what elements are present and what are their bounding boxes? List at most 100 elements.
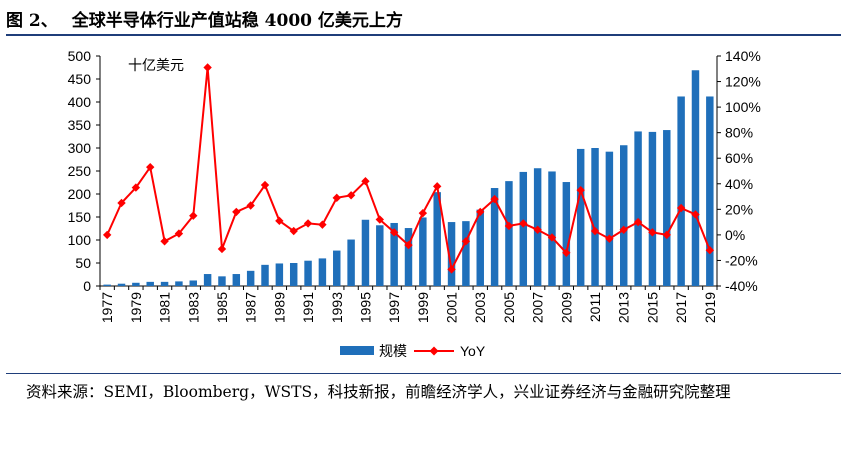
yoy-point <box>676 203 686 213</box>
yoy-point <box>648 228 657 237</box>
yoy-point <box>361 177 370 186</box>
yoy-point <box>562 248 571 257</box>
right-tick-label: 60% <box>725 150 753 166</box>
yoy-point <box>432 182 442 191</box>
yoy-point <box>232 207 241 217</box>
axes: 0 50 100 150 200 250 300 350 400 450 500 -40% -20% 0%… <box>68 48 761 323</box>
bar <box>203 274 212 286</box>
bar <box>605 151 614 286</box>
x-tick-label: 1991 <box>300 292 316 323</box>
legend: 规模 YoY <box>340 343 486 359</box>
bar <box>275 263 284 286</box>
legend-label-line: YoY <box>460 343 486 359</box>
right-tick-label: 100% <box>725 99 761 115</box>
right-tick-label: 80% <box>725 125 753 141</box>
x-tick-label: 2007 <box>530 292 546 323</box>
bottom-rule <box>6 373 841 374</box>
x-tick-label: 1985 <box>214 292 230 323</box>
x-tick-label: 2015 <box>644 292 660 323</box>
bar <box>103 284 111 286</box>
yoy-point <box>174 229 184 238</box>
bar <box>175 281 183 286</box>
left-tick-label: 0 <box>83 278 91 294</box>
bar <box>519 171 528 286</box>
x-tick-label: 2017 <box>673 292 689 323</box>
x-tick-label: 1999 <box>415 292 431 323</box>
bar <box>576 148 585 286</box>
bar <box>505 181 513 286</box>
yoy-point <box>519 219 528 228</box>
yoy-point <box>160 237 169 246</box>
figure-label: 图 2、 <box>6 10 58 31</box>
bar <box>376 225 384 286</box>
right-tick-label: 40% <box>725 176 753 192</box>
bar <box>548 171 556 286</box>
bar <box>462 221 470 286</box>
legend-marker-line <box>429 346 439 356</box>
line-series <box>102 63 715 274</box>
bar <box>562 182 571 286</box>
x-tick-label: 2003 <box>472 292 488 323</box>
left-tick-label: 450 <box>68 71 92 87</box>
chart: 0 50 100 150 200 250 300 350 400 450 500 -40% -20% 0%… <box>68 48 761 359</box>
bar <box>476 209 484 286</box>
bar <box>591 148 599 286</box>
yoy-point <box>275 216 284 226</box>
bar <box>648 131 657 286</box>
x-tick-label: 1977 <box>99 292 115 323</box>
bar <box>663 130 671 286</box>
right-tick-label: 120% <box>725 74 761 90</box>
yoy-point <box>418 208 428 218</box>
yoy-point <box>102 230 112 240</box>
yoy-point <box>117 198 126 208</box>
figure-title-text: 全球半导体行业产值站稳 4000 亿美元上方 <box>71 10 403 31</box>
left-tick-label: 100 <box>68 232 92 248</box>
left-tick-label: 50 <box>75 255 91 271</box>
left-tick-label: 300 <box>68 140 92 156</box>
yoy-point <box>490 194 499 204</box>
left-tick-label: 250 <box>68 163 92 179</box>
figure-title: 图 2、 全球半导体行业产值站稳 4000 亿美元上方 <box>6 4 841 32</box>
left-tick-label: 150 <box>68 209 92 225</box>
x-tick-label: 1983 <box>185 292 201 323</box>
bar <box>447 222 456 286</box>
yoy-point <box>404 240 413 250</box>
bar <box>160 281 169 286</box>
x-tick-label: 1989 <box>271 292 287 323</box>
yoy-point <box>217 244 227 254</box>
bar <box>361 219 370 286</box>
bar <box>132 282 140 286</box>
x-tick-label: 2013 <box>616 292 632 323</box>
yoy-point <box>576 185 585 195</box>
bar <box>620 145 628 286</box>
bar <box>390 222 398 286</box>
yoy-point <box>533 225 542 234</box>
bar <box>677 96 685 286</box>
yoy-point <box>375 215 385 224</box>
x-tick-label: 1981 <box>157 292 173 323</box>
yoy-point <box>203 63 212 72</box>
left-tick-label: 400 <box>68 94 92 110</box>
yoy-point <box>131 183 141 192</box>
yoy-point <box>146 162 155 172</box>
source-note: 资料来源：SEMI，Bloomberg，WSTS，科技新报，前瞻经济学人，兴业证… <box>26 383 731 401</box>
bar <box>189 280 197 286</box>
bar <box>347 239 355 286</box>
x-tick-label: 1987 <box>243 292 259 323</box>
yoy-point <box>289 226 298 236</box>
x-tick-label: 1997 <box>386 292 402 323</box>
x-tick-label: 2011 <box>587 292 603 322</box>
right-tick-label: -20% <box>725 252 758 268</box>
unit-label: 十亿美元 <box>128 57 184 73</box>
bar <box>232 274 241 286</box>
bar <box>246 270 255 286</box>
right-tick-label: 0% <box>725 227 745 243</box>
legend-swatch-bar <box>340 346 374 355</box>
yoy-point <box>705 246 715 255</box>
x-tick-label: 2009 <box>558 292 574 323</box>
bar <box>304 260 312 286</box>
bar <box>117 283 126 286</box>
bar <box>289 263 298 286</box>
bar <box>261 264 269 286</box>
yoy-point <box>662 230 671 240</box>
